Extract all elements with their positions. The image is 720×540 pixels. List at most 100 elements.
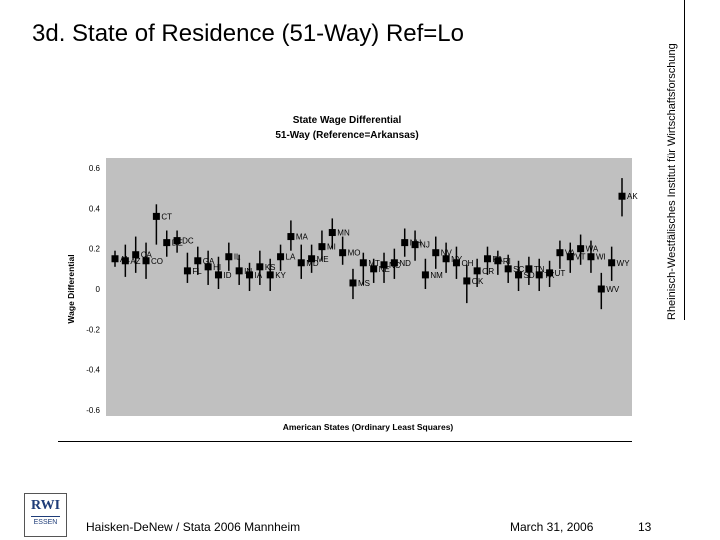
point-label: HI bbox=[213, 263, 221, 272]
data-point-ut: UT bbox=[546, 260, 566, 287]
point-label: DC bbox=[182, 237, 194, 246]
point-marker bbox=[256, 263, 264, 271]
point-label: CO bbox=[151, 257, 163, 266]
point-label: GA bbox=[203, 257, 215, 266]
point-marker bbox=[121, 257, 129, 265]
point-marker bbox=[328, 229, 336, 237]
point-marker bbox=[577, 245, 585, 253]
point-marker bbox=[401, 239, 409, 247]
point-label: CT bbox=[161, 212, 172, 221]
data-point-dc: DC bbox=[173, 230, 194, 253]
chart-title: State Wage Differential bbox=[293, 115, 402, 126]
chart-subtitle: 51-Way (Reference=Arkansas) bbox=[275, 130, 418, 141]
y-tick-label: 0 bbox=[96, 285, 101, 294]
point-marker bbox=[370, 265, 378, 273]
point-marker bbox=[411, 241, 419, 249]
point-label: NM bbox=[430, 271, 443, 280]
point-label: OK bbox=[472, 277, 484, 286]
y-tick-label: -0.4 bbox=[86, 366, 100, 375]
point-marker bbox=[266, 271, 274, 279]
point-marker bbox=[111, 255, 119, 263]
point-label: LA bbox=[286, 253, 296, 262]
point-marker bbox=[204, 263, 212, 271]
data-point-mn: MN bbox=[328, 218, 350, 249]
point-marker bbox=[308, 255, 316, 263]
point-marker bbox=[463, 277, 471, 285]
logo-text: RWI bbox=[30, 498, 61, 513]
point-marker bbox=[504, 265, 512, 273]
slide-title: 3d. State of Residence (51-Way) Ref=Lo bbox=[32, 20, 464, 47]
data-point-wv: WV bbox=[597, 272, 620, 310]
footer-divider bbox=[58, 441, 632, 442]
point-marker bbox=[359, 259, 367, 267]
data-point-in: IN bbox=[235, 254, 252, 285]
data-point-wa: WA bbox=[577, 234, 599, 265]
y-tick-label: -0.6 bbox=[86, 406, 100, 415]
point-label: UT bbox=[555, 269, 566, 278]
point-marker bbox=[618, 192, 626, 200]
point-marker bbox=[535, 271, 543, 279]
point-marker bbox=[287, 233, 295, 241]
x-axis-label: American States (Ordinary Least Squares) bbox=[283, 422, 454, 432]
data-point-nd: ND bbox=[390, 248, 411, 279]
point-label: IA bbox=[255, 271, 263, 280]
point-marker bbox=[587, 253, 595, 261]
data-point-co: CO bbox=[142, 242, 163, 279]
point-marker bbox=[235, 267, 243, 275]
data-point-ok: OK bbox=[463, 264, 484, 304]
point-label: MA bbox=[296, 233, 309, 242]
point-marker bbox=[349, 279, 357, 287]
point-label: WV bbox=[606, 285, 620, 294]
point-marker bbox=[390, 259, 398, 267]
logo-subtext: ESSEN bbox=[33, 519, 58, 526]
footer-date: March 31, 2006 bbox=[510, 520, 594, 534]
point-marker bbox=[132, 251, 140, 259]
data-point-id: ID bbox=[214, 256, 232, 289]
point-marker bbox=[421, 271, 429, 279]
point-marker bbox=[318, 243, 326, 251]
point-label: ID bbox=[223, 271, 231, 280]
point-label: KY bbox=[275, 271, 286, 280]
y-axis-label: Wage Differential bbox=[66, 254, 76, 323]
point-label: NJ bbox=[420, 241, 430, 250]
point-label: MD bbox=[306, 259, 319, 268]
point-marker bbox=[494, 257, 502, 265]
data-point-ga: GA bbox=[194, 246, 215, 275]
data-point-hi: HI bbox=[204, 250, 221, 285]
point-marker bbox=[339, 249, 347, 257]
data-point-nm: NM bbox=[421, 258, 443, 289]
data-point-md: MD bbox=[297, 244, 319, 279]
logo-bar bbox=[31, 516, 60, 517]
y-tick-label: 0.6 bbox=[89, 164, 101, 173]
footer-author: Haisken-DeNew / Stata 2006 Mannheim bbox=[86, 520, 301, 534]
data-point-ia: IA bbox=[246, 262, 263, 292]
data-point-ky: KY bbox=[266, 258, 287, 292]
point-marker bbox=[142, 257, 150, 265]
rwi-logo: RWI ESSEN bbox=[24, 493, 67, 537]
point-label: ND bbox=[399, 259, 411, 268]
point-label: IL bbox=[234, 253, 241, 262]
point-marker bbox=[152, 212, 160, 220]
point-marker bbox=[525, 265, 533, 273]
data-point-or: OR bbox=[473, 258, 494, 287]
point-marker bbox=[597, 285, 605, 293]
data-point-ri: RI bbox=[494, 250, 511, 275]
data-point-mo: MO bbox=[339, 236, 361, 265]
point-marker bbox=[473, 267, 481, 275]
point-label: AK bbox=[627, 192, 638, 201]
point-marker bbox=[566, 253, 574, 261]
point-marker bbox=[546, 269, 554, 277]
data-point-ct: CT bbox=[152, 204, 172, 245]
point-label: MI bbox=[327, 243, 336, 252]
point-label: OR bbox=[482, 267, 494, 276]
point-marker bbox=[515, 271, 523, 279]
point-marker bbox=[246, 271, 254, 279]
point-label: WA bbox=[586, 245, 599, 254]
point-label: WI bbox=[596, 253, 606, 262]
plot-background bbox=[106, 158, 632, 416]
point-marker bbox=[194, 257, 202, 265]
point-marker bbox=[442, 255, 450, 263]
data-point-nj: NJ bbox=[411, 230, 430, 261]
point-marker bbox=[183, 267, 191, 275]
point-label: MO bbox=[348, 249, 361, 258]
